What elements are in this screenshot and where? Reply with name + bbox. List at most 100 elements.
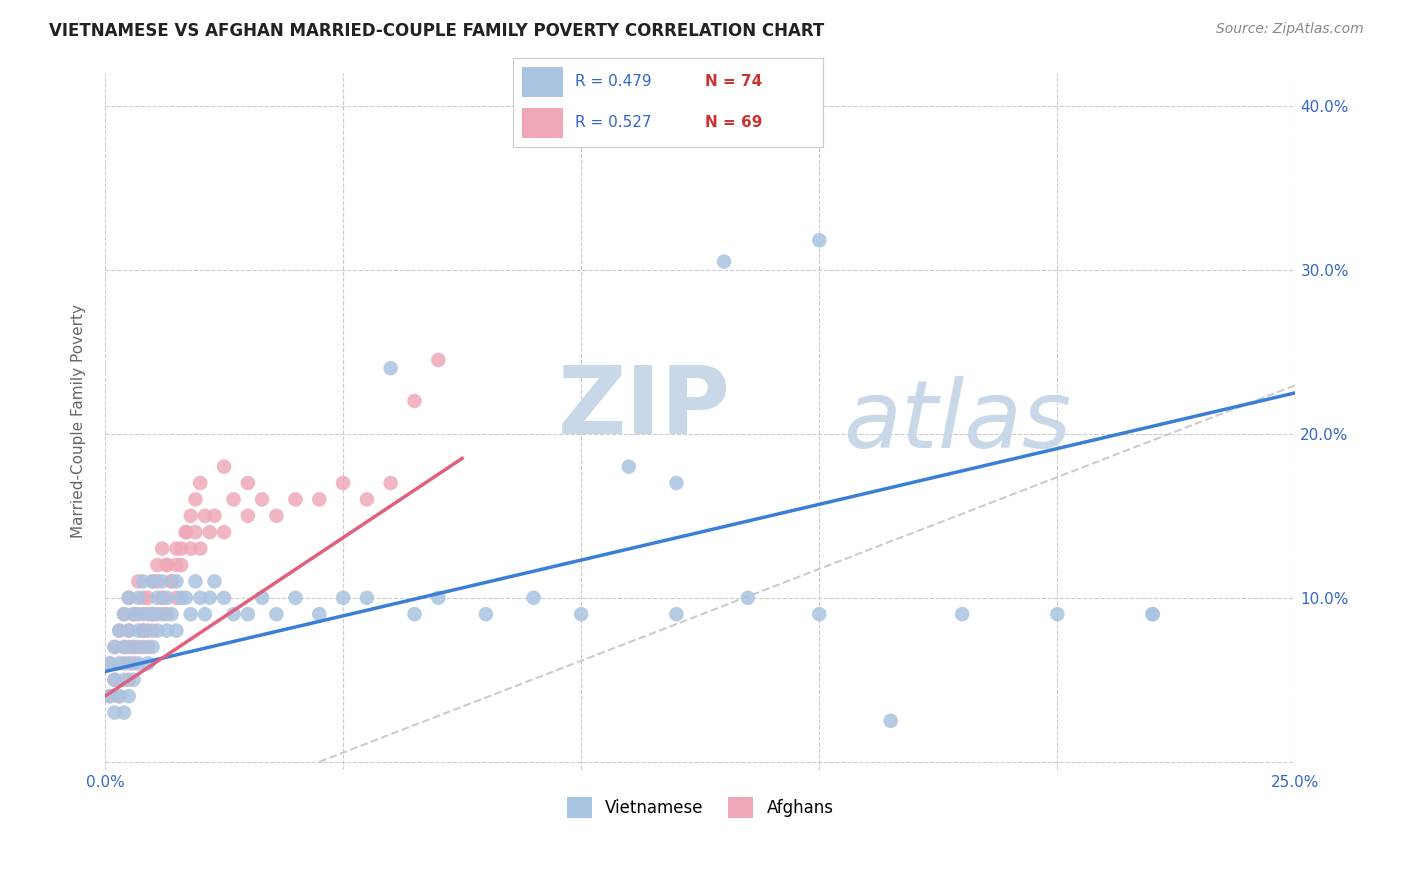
- Point: [284, 492, 307, 507]
- Point: [103, 640, 125, 654]
- Point: [98, 689, 121, 703]
- Point: [356, 591, 378, 605]
- Text: R = 0.479: R = 0.479: [575, 74, 651, 88]
- Point: [236, 475, 259, 490]
- Point: [112, 657, 135, 671]
- Point: [380, 475, 402, 490]
- Point: [165, 591, 187, 605]
- Point: [212, 525, 235, 540]
- Point: [108, 689, 131, 703]
- Point: [569, 607, 592, 622]
- Text: Source: ZipAtlas.com: Source: ZipAtlas.com: [1216, 22, 1364, 37]
- Point: [180, 607, 202, 622]
- Point: [404, 394, 426, 409]
- Point: [136, 640, 159, 654]
- Point: [160, 574, 183, 589]
- Point: [132, 591, 155, 605]
- Point: [427, 591, 450, 605]
- Point: [1046, 607, 1069, 622]
- Point: [170, 541, 193, 556]
- Point: [165, 574, 187, 589]
- Point: [122, 640, 145, 654]
- Point: [194, 508, 217, 523]
- Point: [250, 591, 273, 605]
- Bar: [523, 67, 562, 97]
- Point: [222, 492, 245, 507]
- Point: [108, 624, 131, 638]
- Point: [122, 673, 145, 687]
- Point: [108, 657, 131, 671]
- Point: [198, 591, 221, 605]
- Point: [617, 459, 640, 474]
- Point: [1142, 607, 1164, 622]
- Legend: Vietnamese, Afghans: Vietnamese, Afghans: [560, 790, 841, 824]
- Point: [146, 574, 169, 589]
- Point: [122, 607, 145, 622]
- Point: [184, 525, 207, 540]
- Point: [142, 574, 165, 589]
- Point: [103, 673, 125, 687]
- Point: [808, 607, 831, 622]
- Point: [188, 541, 211, 556]
- Point: [950, 607, 973, 622]
- Point: [188, 591, 211, 605]
- Point: [150, 574, 173, 589]
- Point: [103, 673, 125, 687]
- Point: [122, 657, 145, 671]
- Point: [112, 640, 135, 654]
- Point: [522, 591, 544, 605]
- Point: [160, 574, 183, 589]
- Point: [118, 624, 141, 638]
- Point: [112, 607, 135, 622]
- Point: [170, 591, 193, 605]
- Point: [332, 475, 354, 490]
- Point: [118, 591, 141, 605]
- Point: [236, 508, 259, 523]
- Point: [103, 640, 125, 654]
- Point: [308, 492, 330, 507]
- Point: [165, 624, 187, 638]
- Point: [118, 673, 141, 687]
- Point: [156, 624, 179, 638]
- Point: [222, 607, 245, 622]
- Point: [204, 508, 226, 523]
- Point: [184, 492, 207, 507]
- Point: [127, 607, 149, 622]
- Text: VIETNAMESE VS AFGHAN MARRIED-COUPLE FAMILY POVERTY CORRELATION CHART: VIETNAMESE VS AFGHAN MARRIED-COUPLE FAMI…: [49, 22, 824, 40]
- Point: [156, 607, 179, 622]
- Point: [665, 607, 688, 622]
- Point: [188, 475, 211, 490]
- Text: R = 0.527: R = 0.527: [575, 115, 651, 129]
- Point: [284, 591, 307, 605]
- Point: [112, 640, 135, 654]
- Point: [165, 558, 187, 572]
- Point: [142, 640, 165, 654]
- Point: [150, 591, 173, 605]
- Point: [132, 624, 155, 638]
- Point: [112, 607, 135, 622]
- Point: [118, 657, 141, 671]
- Point: [174, 525, 197, 540]
- Point: [118, 624, 141, 638]
- Point: [356, 492, 378, 507]
- Point: [737, 591, 759, 605]
- Point: [665, 475, 688, 490]
- Text: ZIP: ZIP: [557, 361, 730, 453]
- Point: [184, 574, 207, 589]
- Point: [266, 607, 288, 622]
- Point: [98, 657, 121, 671]
- Point: [308, 607, 330, 622]
- Point: [1142, 607, 1164, 622]
- Point: [146, 558, 169, 572]
- Point: [713, 254, 735, 268]
- Point: [404, 607, 426, 622]
- Point: [236, 607, 259, 622]
- Point: [150, 607, 173, 622]
- Text: atlas: atlas: [844, 376, 1071, 467]
- Point: [212, 591, 235, 605]
- Point: [174, 525, 197, 540]
- Point: [136, 591, 159, 605]
- Point: [146, 607, 169, 622]
- Point: [122, 607, 145, 622]
- Point: [98, 689, 121, 703]
